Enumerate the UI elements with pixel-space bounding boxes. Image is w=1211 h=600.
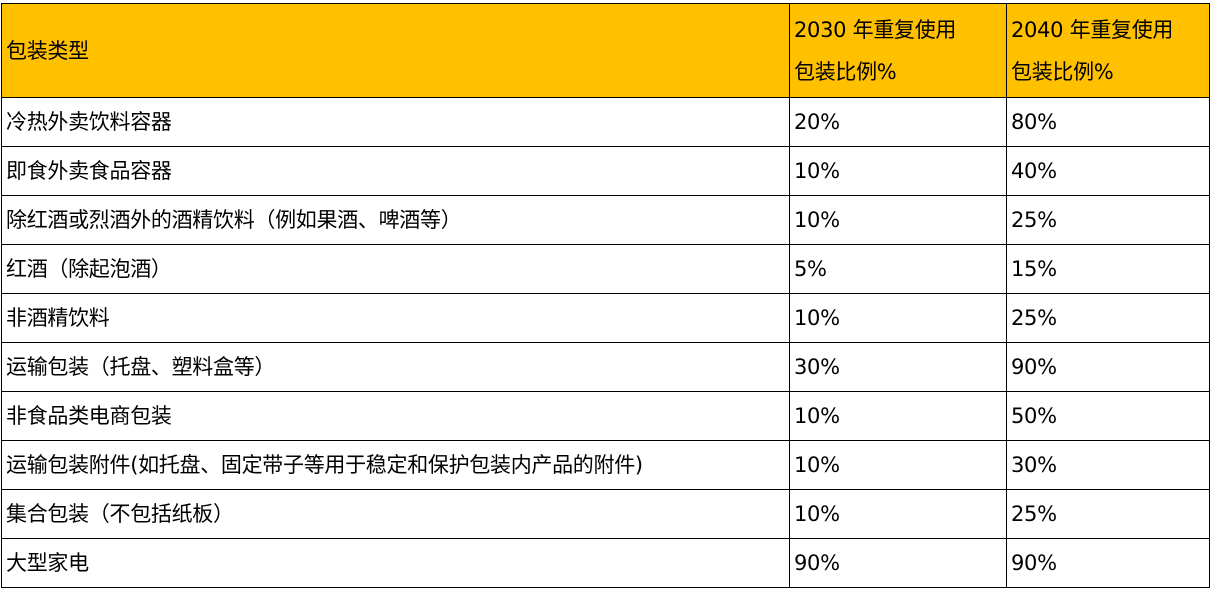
header-2030-line2: 包装比例% (794, 59, 897, 84)
cell-2040: 50% (1006, 391, 1210, 441)
table-row: 即食外卖食品容器 10% 40% (1, 146, 1210, 196)
table-row: 红酒（除起泡酒） 5% 15% (1, 244, 1210, 294)
cell-packaging-type: 集合包装（不包括纸板） (1, 489, 790, 539)
header-2030-line1: 2030 年重复使用 (794, 17, 957, 42)
cell-2040: 25% (1006, 195, 1210, 245)
table-row: 冷热外卖饮料容器 20% 80% (1, 97, 1210, 147)
cell-2030: 10% (789, 195, 1007, 245)
cell-2040: 30% (1006, 440, 1210, 490)
cell-packaging-type: 红酒（除起泡酒） (1, 244, 790, 294)
cell-2040: 15% (1006, 244, 1210, 294)
cell-2040: 25% (1006, 293, 1210, 343)
cell-packaging-type: 除红酒或烈酒外的酒精饮料（例如果酒、啤酒等） (1, 195, 790, 245)
cell-2040: 40% (1006, 146, 1210, 196)
cell-2040: 80% (1006, 97, 1210, 147)
cell-2030: 30% (789, 342, 1007, 392)
header-row: 包装类型 2030 年重复使用 包装比例% 2040 年重复使用 包装比例% (1, 3, 1210, 98)
header-2030: 2030 年重复使用 包装比例% (789, 3, 1007, 98)
cell-2030: 10% (789, 440, 1007, 490)
cell-packaging-type: 非酒精饮料 (1, 293, 790, 343)
cell-packaging-type: 即食外卖食品容器 (1, 146, 790, 196)
header-2040: 2040 年重复使用 包装比例% (1006, 3, 1210, 98)
table-row: 非酒精饮料 10% 25% (1, 293, 1210, 343)
table-row: 运输包装（托盘、塑料盒等） 30% 90% (1, 342, 1210, 392)
cell-packaging-type: 运输包装附件(如托盘、固定带子等用于稳定和保护包装内产品的附件) (1, 440, 790, 490)
cell-2030: 20% (789, 97, 1007, 147)
table-row: 运输包装附件(如托盘、固定带子等用于稳定和保护包装内产品的附件) 10% 30% (1, 440, 1210, 490)
cell-2040: 90% (1006, 342, 1210, 392)
cell-2030: 10% (789, 293, 1007, 343)
reuse-packaging-table: 包装类型 2030 年重复使用 包装比例% 2040 年重复使用 包装比例% 冷… (1, 3, 1210, 588)
table-row: 集合包装（不包括纸板） 10% 25% (1, 489, 1210, 539)
cell-2040: 25% (1006, 489, 1210, 539)
header-2040-line2: 包装比例% (1011, 59, 1114, 84)
cell-2030: 5% (789, 244, 1007, 294)
cell-2030: 10% (789, 489, 1007, 539)
cell-2030: 90% (789, 538, 1007, 588)
table-row: 非食品类电商包装 10% 50% (1, 391, 1210, 441)
header-packaging-type: 包装类型 (1, 3, 790, 98)
cell-packaging-type: 冷热外卖饮料容器 (1, 97, 790, 147)
table-row: 除红酒或烈酒外的酒精饮料（例如果酒、啤酒等） 10% 25% (1, 195, 1210, 245)
cell-packaging-type: 运输包装（托盘、塑料盒等） (1, 342, 790, 392)
cell-2030: 10% (789, 146, 1007, 196)
table-row: 大型家电 90% 90% (1, 538, 1210, 588)
cell-packaging-type: 大型家电 (1, 538, 790, 588)
header-2040-line1: 2040 年重复使用 (1011, 17, 1174, 42)
cell-2040: 90% (1006, 538, 1210, 588)
cell-2030: 10% (789, 391, 1007, 441)
cell-packaging-type: 非食品类电商包装 (1, 391, 790, 441)
